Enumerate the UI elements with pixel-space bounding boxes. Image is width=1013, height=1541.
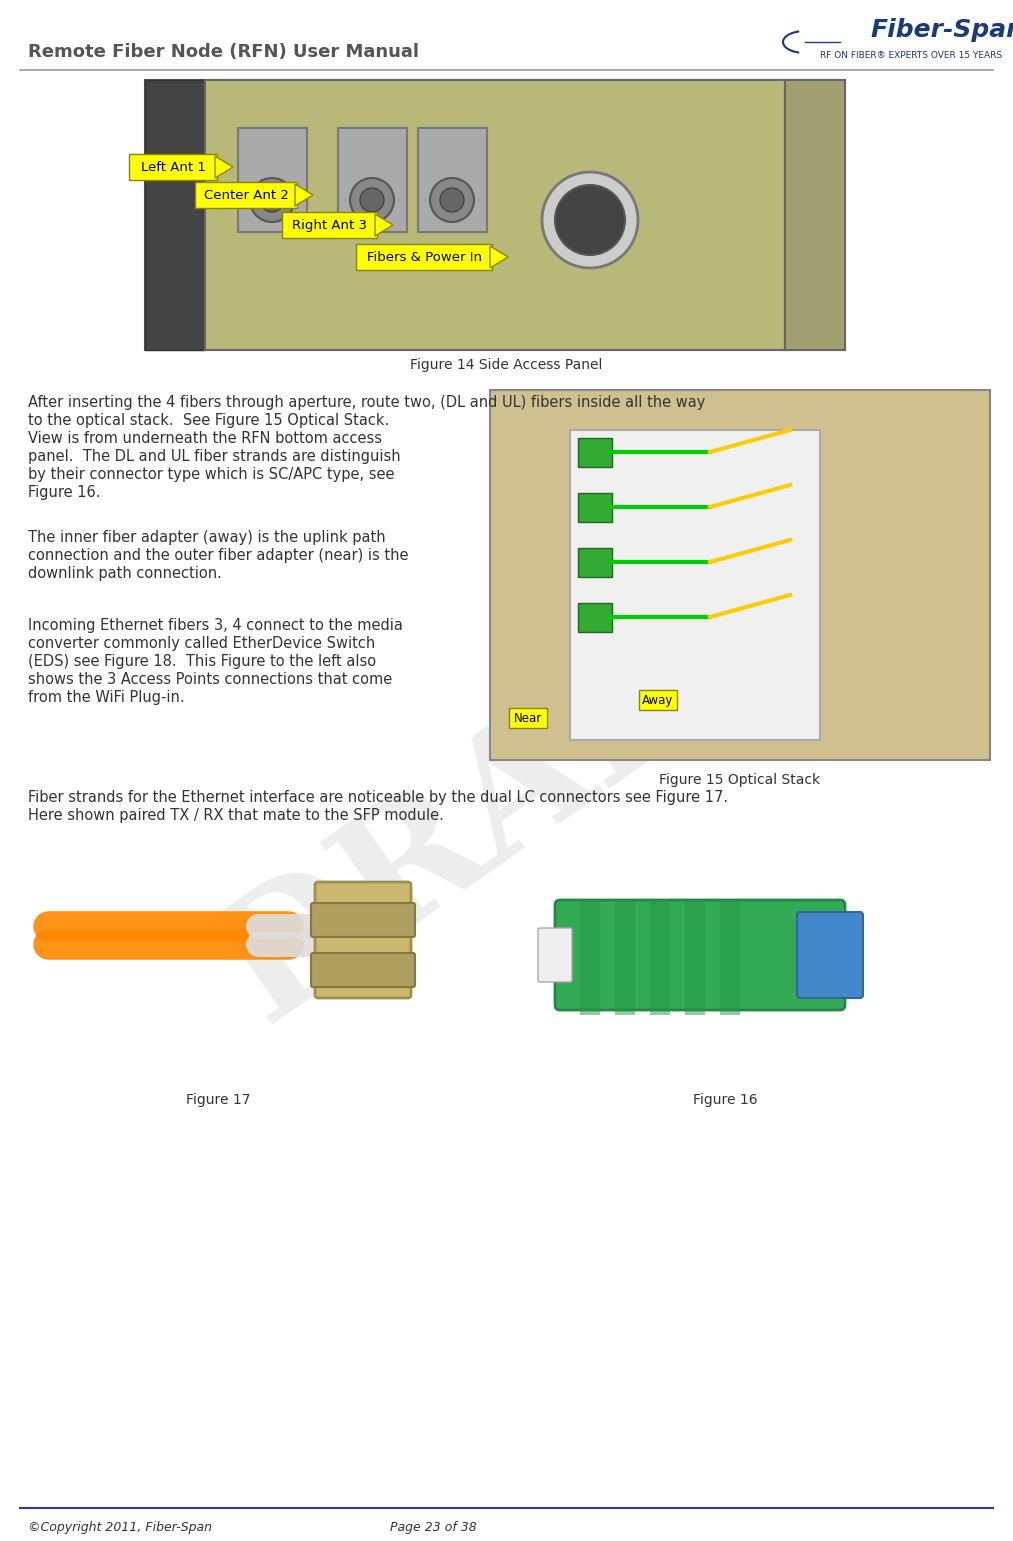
Text: Figure 16.: Figure 16. [28,485,100,499]
Text: DRAFT: DRAFT [191,546,821,1054]
Polygon shape [295,183,313,206]
FancyBboxPatch shape [578,603,612,632]
Text: Here shown paired TX / RX that mate to the SFP module.: Here shown paired TX / RX that mate to t… [28,807,444,823]
Text: Figure 16: Figure 16 [693,1093,758,1106]
Text: Fiber-Span: Fiber-Span [870,18,1013,42]
Circle shape [440,188,464,213]
FancyBboxPatch shape [145,80,205,350]
FancyBboxPatch shape [650,900,670,1016]
FancyBboxPatch shape [555,900,845,1009]
Text: Figure 15 Optical Stack: Figure 15 Optical Stack [659,774,821,787]
FancyBboxPatch shape [129,154,217,180]
FancyBboxPatch shape [578,493,612,522]
FancyBboxPatch shape [570,430,820,740]
Text: Fibers & Power In: Fibers & Power In [367,251,482,264]
Text: Figure 14 Side Access Panel: Figure 14 Side Access Panel [410,358,602,371]
Text: (EDS) see Figure 18.  This Figure to the left also: (EDS) see Figure 18. This Figure to the … [28,653,376,669]
FancyBboxPatch shape [311,903,415,937]
FancyBboxPatch shape [685,900,705,1016]
Text: shows the 3 Access Points connections that come: shows the 3 Access Points connections th… [28,672,392,687]
Text: Right Ant 3: Right Ant 3 [292,219,367,231]
Text: connection and the outer fiber adapter (near) is the: connection and the outer fiber adapter (… [28,549,408,562]
Text: Page 23 of 38: Page 23 of 38 [390,1521,477,1533]
Text: RF ON FIBER® EXPERTS OVER 15 YEARS: RF ON FIBER® EXPERTS OVER 15 YEARS [820,51,1002,60]
Circle shape [542,173,638,268]
FancyBboxPatch shape [785,80,845,350]
Text: by their connector type which is SC/APC type, see: by their connector type which is SC/APC … [28,467,394,482]
FancyBboxPatch shape [797,912,863,999]
Circle shape [250,179,294,222]
Circle shape [350,179,394,222]
FancyBboxPatch shape [357,243,492,270]
Text: ©Copyright 2011, Fiber-Span: ©Copyright 2011, Fiber-Span [28,1521,212,1533]
Text: downlink path connection.: downlink path connection. [28,566,222,581]
FancyBboxPatch shape [580,900,600,1016]
Text: Incoming Ethernet fibers 3, 4 connect to the media: Incoming Ethernet fibers 3, 4 connect to… [28,618,403,633]
Polygon shape [490,247,508,268]
Text: After inserting the 4 fibers through aperture, route two, (DL and UL) fibers ins: After inserting the 4 fibers through ape… [28,394,705,410]
FancyBboxPatch shape [418,128,487,233]
Text: Near: Near [514,712,542,724]
FancyBboxPatch shape [578,549,612,576]
FancyBboxPatch shape [538,928,572,982]
Text: View is from underneath the RFN bottom access: View is from underneath the RFN bottom a… [28,431,382,445]
Text: to the optical stack.  See Figure 15 Optical Stack.: to the optical stack. See Figure 15 Opti… [28,413,389,428]
Text: converter commonly called EtherDevice Switch: converter commonly called EtherDevice Sw… [28,636,375,650]
Text: Remote Fiber Node (RFN) User Manual: Remote Fiber Node (RFN) User Manual [28,43,419,62]
Polygon shape [215,156,233,179]
Circle shape [430,179,474,222]
FancyBboxPatch shape [315,881,411,999]
Circle shape [360,188,384,213]
Text: Center Ant 2: Center Ant 2 [204,188,289,202]
FancyBboxPatch shape [639,690,677,710]
FancyBboxPatch shape [509,707,547,727]
FancyBboxPatch shape [578,438,612,467]
FancyBboxPatch shape [238,128,307,233]
FancyBboxPatch shape [311,952,415,986]
FancyBboxPatch shape [205,80,785,350]
Text: from the WiFi Plug-in.: from the WiFi Plug-in. [28,690,184,704]
FancyBboxPatch shape [338,128,407,233]
Text: Figure 17: Figure 17 [185,1093,250,1106]
Polygon shape [375,214,393,236]
Text: Fiber strands for the Ethernet interface are noticeable by the dual LC connector: Fiber strands for the Ethernet interface… [28,791,728,804]
FancyBboxPatch shape [196,182,297,208]
FancyBboxPatch shape [490,390,990,760]
FancyBboxPatch shape [720,900,741,1016]
FancyBboxPatch shape [145,80,845,350]
Text: Left Ant 1: Left Ant 1 [141,160,206,174]
Circle shape [555,185,625,254]
Text: panel.  The DL and UL fiber strands are distinguish: panel. The DL and UL fiber strands are d… [28,448,400,464]
FancyBboxPatch shape [283,213,377,237]
Text: Away: Away [642,693,674,706]
Text: The inner fiber adapter (away) is the uplink path: The inner fiber adapter (away) is the up… [28,530,386,546]
Circle shape [260,188,284,213]
FancyBboxPatch shape [615,900,635,1016]
